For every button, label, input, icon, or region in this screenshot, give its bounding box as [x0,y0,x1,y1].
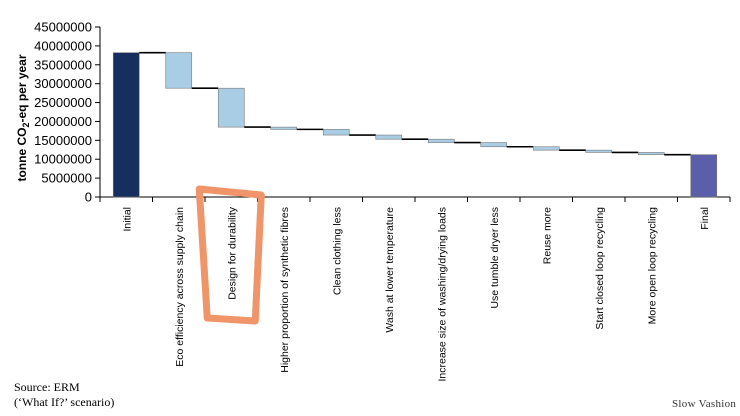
bar-8 [532,146,560,151]
category-label: Increase size of washing/drying loads [436,207,448,382]
y-axis-label: tonne CO2-eq per year [15,54,31,181]
scenario-line: (‘What If?’ scenario) [14,395,115,409]
bar-6 [427,138,455,143]
y-tick-label: 45000000 [34,20,92,35]
category-label: Higher proportion of synthetic fibres [279,207,291,373]
y-tick-label: 35000000 [34,57,92,72]
y-tick-label: 40000000 [34,38,92,53]
y-axis-label-subscript: 2 [21,123,31,128]
bar-2 [217,87,245,128]
y-axis-ticks: 0 5000000 10000000 15000000 20000000 25000000… [34,20,731,205]
category-label: Final [699,207,711,230]
y-tick-label: 0 [85,190,92,205]
bar-4 [322,129,350,136]
category-label: Start closed loop recycling [594,207,606,330]
category-label: Eco efficiency across supply chain [174,207,186,367]
bar-3 [270,126,298,130]
y-tick-label: 5000000 [41,171,92,186]
category-label: Reuse more [541,207,553,264]
category-label: More open loop recycling [646,207,658,324]
source-line: Source: ERM [14,380,80,394]
category-label: Initial [121,207,133,232]
highlight-box [195,185,265,325]
bar-10 [637,152,665,155]
category-label: Wash at lower temperature [384,207,396,333]
brand-logo: Slow Vashion [672,398,737,410]
y-axis-label-part: -eq per year [15,54,29,122]
source-note: Source: ERM (‘What If?’ scenario) [14,380,114,410]
category-label: Design for durability [226,206,238,300]
bar-11 [690,154,718,198]
bar-5 [375,134,403,140]
bar-series [112,51,718,198]
y-tick-label: 25000000 [34,95,92,110]
category-label: Use tumble dryer less [489,207,501,309]
bar-9 [585,149,613,153]
x-axis-categories: Initial Eco efficiency across supply chai… [121,206,711,381]
y-tick-label: 15000000 [34,133,92,148]
y-tick-label: 20000000 [34,114,92,129]
bar-0 [112,52,140,198]
bar-1 [165,52,193,89]
bar-7 [480,142,508,148]
y-axis-label-part: tonne CO [15,128,29,182]
category-label: Clean clothing less [331,207,343,295]
y-tick-label: 10000000 [34,152,92,167]
y-tick-label: 30000000 [34,76,92,91]
